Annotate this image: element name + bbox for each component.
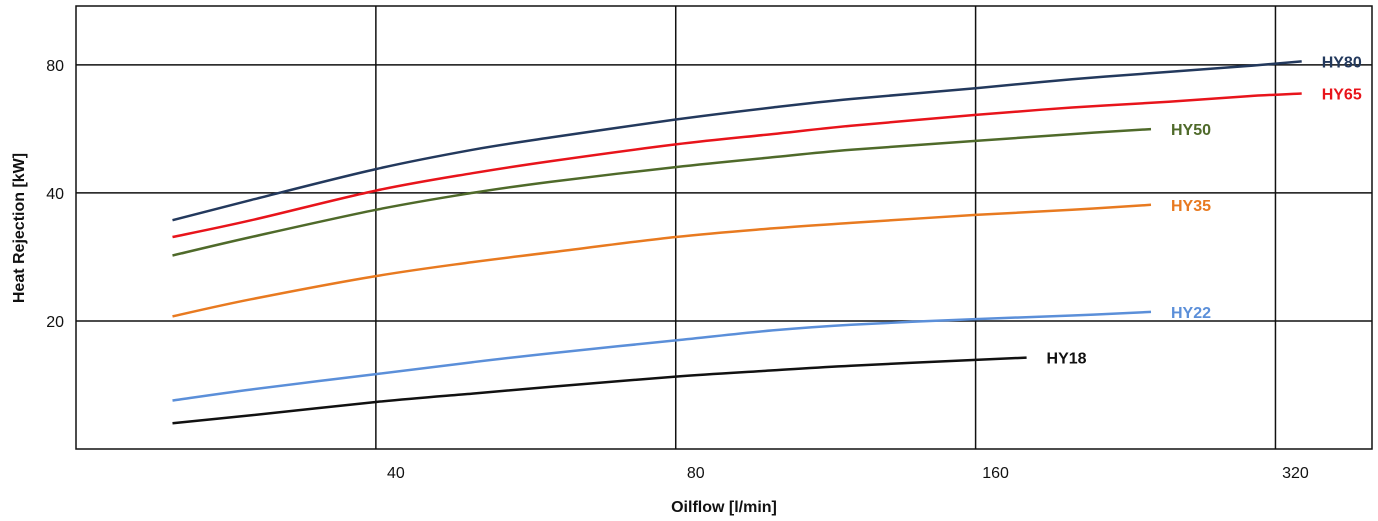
series-line-hy65 (172, 92, 1302, 239)
x-axis-title: Oilflow [l/min] (671, 499, 777, 516)
y-tick-label-80: 80 (46, 58, 64, 75)
series-line-hy18 (172, 356, 1027, 425)
x-tick-labels: 40 80 160 320 (387, 465, 1309, 482)
series-label-hy18: HY18 (1047, 351, 1087, 368)
y-axis-title: Heat Rejection [kW] (11, 153, 28, 303)
x-tick-label-40: 40 (387, 465, 405, 482)
series-line-hy80 (172, 60, 1302, 222)
x-tick-label-320: 320 (1282, 465, 1309, 482)
y-tick-label-20: 20 (46, 314, 64, 331)
y-tick-label-40: 40 (46, 186, 64, 203)
y-tick-labels: 20 40 80 (46, 58, 64, 331)
series-label-hy35: HY35 (1171, 198, 1211, 215)
y-gridlines (76, 64, 1372, 322)
series-line-hy22 (172, 310, 1152, 402)
series-layer: HY80 HY65 HY50 HY35 HY22 HY18 (172, 54, 1362, 425)
series-label-hy80: HY80 (1322, 54, 1362, 71)
series-label-hy50: HY50 (1171, 122, 1211, 139)
x-tick-label-160: 160 (982, 465, 1009, 482)
series-line-hy35 (172, 203, 1152, 318)
x-tick-label-80: 80 (687, 465, 705, 482)
series-label-hy22: HY22 (1171, 305, 1211, 322)
series-line-hy50 (172, 127, 1152, 257)
series-label-hy65: HY65 (1322, 87, 1362, 104)
